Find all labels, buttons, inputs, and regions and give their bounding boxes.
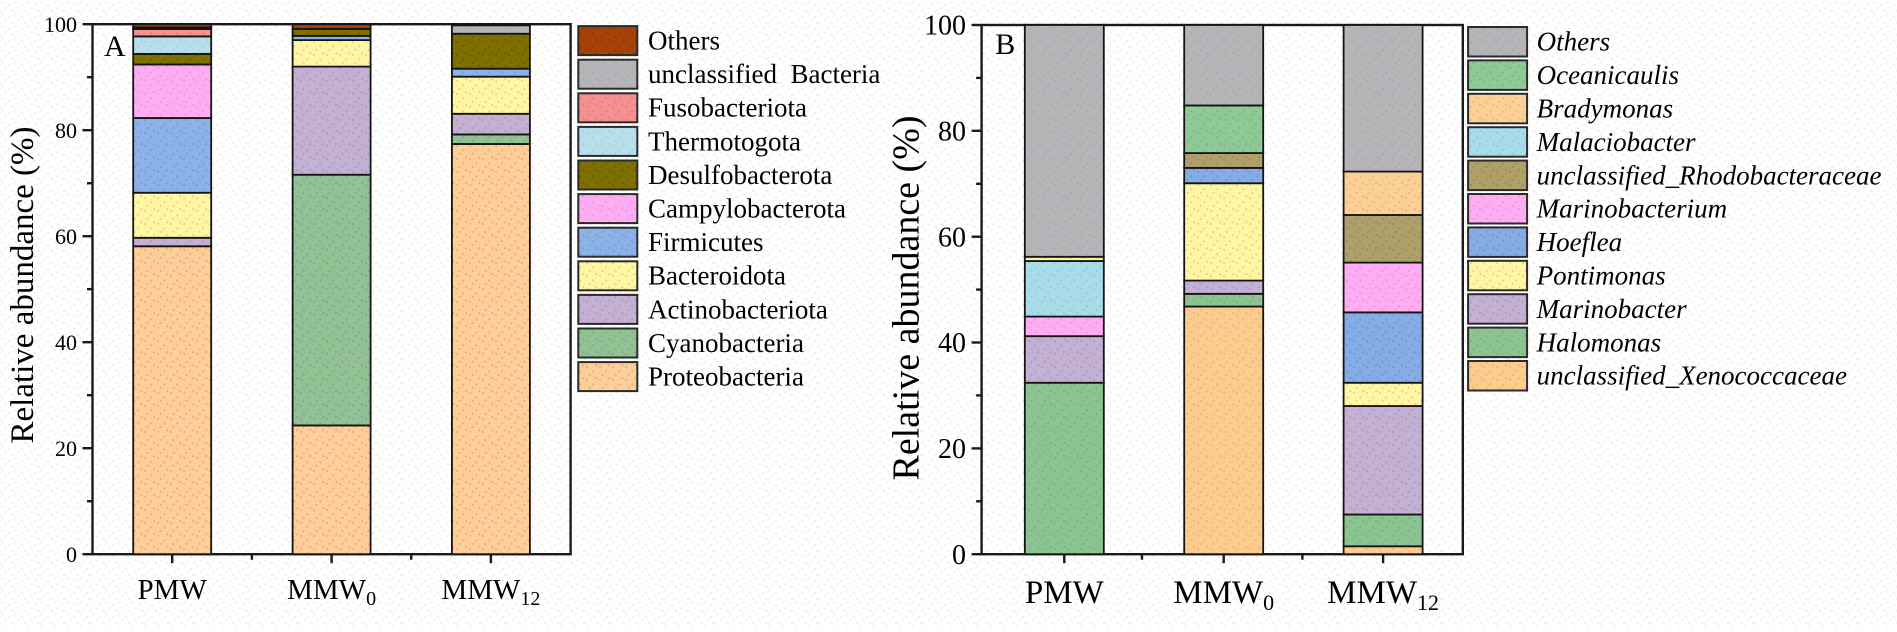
svg-text:Thermotogota: Thermotogota <box>648 126 801 156</box>
svg-text:Firmicutes: Firmicutes <box>648 227 764 257</box>
svg-text:Bacteroidota: Bacteroidota <box>648 261 786 291</box>
svg-text:unclassified_Rhodobacteraceae: unclassified_Rhodobacteraceae <box>1537 160 1882 190</box>
svg-text:40: 40 <box>55 330 77 355</box>
svg-text:100: 100 <box>924 11 966 42</box>
svg-text:Relative abundance (%): Relative abundance (%) <box>5 126 41 443</box>
svg-text:Marinobacterium: Marinobacterium <box>1536 194 1727 224</box>
svg-text:20: 20 <box>55 436 77 461</box>
svg-text:Fusobacteriota: Fusobacteriota <box>648 93 807 123</box>
svg-text:0: 0 <box>66 542 77 567</box>
svg-text:A: A <box>104 30 126 63</box>
svg-text:Oceanicaulis: Oceanicaulis <box>1537 60 1679 90</box>
svg-text:Hoeflea: Hoeflea <box>1536 227 1622 257</box>
svg-text:MMW0: MMW0 <box>1173 575 1274 615</box>
svg-text:MMW0: MMW0 <box>287 574 376 610</box>
svg-text:60: 60 <box>55 224 77 249</box>
svg-text:Desulfobacterota: Desulfobacterota <box>648 160 832 190</box>
svg-text:Marinobacter: Marinobacter <box>1536 294 1687 324</box>
svg-text:80: 80 <box>55 118 77 143</box>
svg-text:Others: Others <box>648 26 720 56</box>
svg-text:0: 0 <box>952 540 966 571</box>
svg-text:80: 80 <box>938 117 966 148</box>
svg-text:Halomonas: Halomonas <box>1536 327 1662 357</box>
svg-text:Actinobacteriota: Actinobacteriota <box>648 294 828 324</box>
svg-text:Pontimonas: Pontimonas <box>1536 261 1666 291</box>
svg-text:Campylobacterota: Campylobacterota <box>648 194 846 224</box>
svg-text:40: 40 <box>938 328 966 359</box>
svg-text:unclassified_Xenococcaceae: unclassified_Xenococcaceae <box>1537 361 1847 391</box>
svg-text:20: 20 <box>938 434 966 465</box>
svg-text:PMW: PMW <box>1025 575 1105 611</box>
svg-text:100: 100 <box>44 12 77 37</box>
svg-text:60: 60 <box>938 222 966 253</box>
svg-text:B: B <box>995 28 1015 61</box>
svg-text:Others: Others <box>1537 27 1611 57</box>
svg-text:Malaciobacter: Malaciobacter <box>1536 127 1696 157</box>
svg-text:PMW: PMW <box>138 574 208 606</box>
svg-text:Relative abundance (%): Relative abundance (%) <box>886 115 928 480</box>
svg-text:Bradymonas: Bradymonas <box>1537 94 1674 124</box>
svg-text:unclassified Bacteria: unclassified Bacteria <box>648 59 880 89</box>
svg-text:Cyanobacteria: Cyanobacteria <box>648 328 804 358</box>
svg-text:Proteobacteria: Proteobacteria <box>648 362 804 392</box>
